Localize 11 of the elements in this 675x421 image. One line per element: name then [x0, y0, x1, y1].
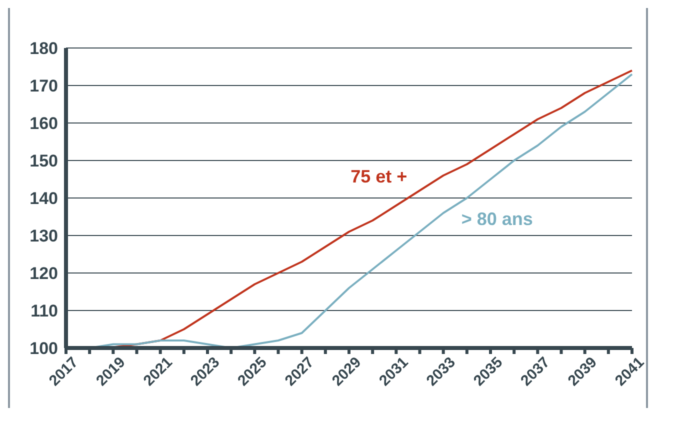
y-tick-label: 110	[30, 302, 58, 321]
y-tick-label: 180	[30, 39, 58, 58]
y-tick-label: 170	[30, 76, 58, 96]
y-tick-label: 140	[30, 189, 58, 208]
series-label: > 80 ans	[461, 209, 533, 229]
y-tick-label: 160	[30, 114, 58, 134]
y-tick-label: 150	[30, 152, 58, 171]
y-tick-label: 130	[30, 226, 58, 246]
series-label: 75 et +	[350, 166, 408, 186]
y-tick-label: 120	[30, 264, 58, 284]
y-tick-label: 100	[30, 339, 58, 358]
